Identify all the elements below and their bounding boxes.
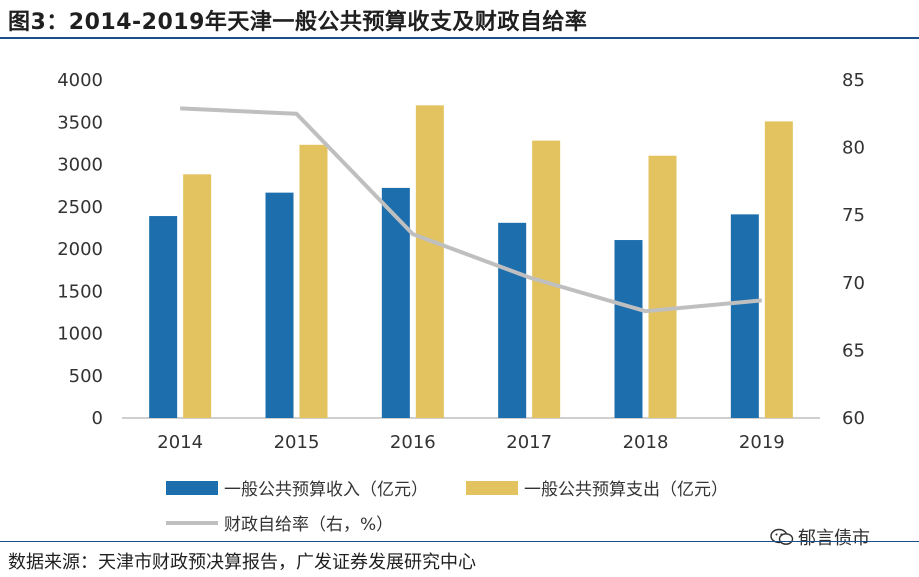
x-axis-ticks: 2014 2015 2016 2017 2018 2019 — [157, 432, 784, 453]
legend-swatch-revenue — [166, 481, 218, 495]
right-tick-label: 75 — [842, 205, 865, 226]
right-tick-label: 70 — [842, 273, 865, 294]
right-tick-label: 65 — [842, 340, 865, 361]
x-tick-label: 2015 — [274, 432, 320, 453]
source-note: 数据来源：天津市财政预决算报告，广发证券发展研究中心 — [8, 552, 476, 573]
bar-expenditure-2018 — [648, 155, 677, 418]
x-tick-label: 2014 — [157, 432, 203, 453]
bar-expenditure-2015 — [299, 144, 328, 418]
ratio-line — [180, 106, 763, 314]
bar-expenditure-2014 — [183, 174, 212, 418]
left-tick-label: 3000 — [57, 155, 103, 176]
legend-label-revenue: 一般公共预算收入（亿元） — [224, 480, 428, 500]
left-tick-label: 1000 — [57, 324, 103, 345]
bar-revenue-2014 — [149, 216, 178, 418]
right-tick-label: 85 — [842, 70, 865, 91]
left-tick-label: 1500 — [57, 281, 103, 302]
ratio-line-group — [180, 106, 763, 314]
x-tick-label: 2016 — [390, 432, 436, 453]
chart: 0 500 1000 1500 2000 2500 3000 3500 4000 60 65 70 7… — [57, 70, 865, 535]
bars — [149, 105, 793, 419]
bar-expenditure-2016 — [415, 105, 444, 418]
x-tick-label: 2019 — [739, 432, 785, 453]
bar-revenue-2015 — [265, 192, 294, 418]
watermark-text: 郁言债市 — [798, 528, 870, 549]
legend-label-expenditure: 一般公共预算支出（亿元） — [524, 480, 728, 500]
left-axis-ticks: 0 500 1000 1500 2000 2500 3000 3500 4000 — [57, 70, 103, 429]
left-tick-label: 3500 — [57, 112, 103, 133]
bar-revenue-2016 — [381, 187, 410, 418]
wechat-icon — [770, 528, 794, 545]
x-tick-label: 2018 — [623, 432, 669, 453]
left-tick-label: 500 — [69, 366, 103, 387]
right-tick-label: 80 — [842, 138, 865, 159]
legend-label-ratio: 财政自给率（右，%） — [224, 515, 393, 535]
left-tick-label: 0 — [92, 408, 103, 429]
bar-revenue-2017 — [498, 222, 527, 418]
x-tick-label: 2017 — [506, 432, 552, 453]
bottom-rule — [0, 541, 919, 542]
left-tick-label: 2500 — [57, 197, 103, 218]
bar-revenue-2018 — [614, 240, 643, 418]
right-tick-label: 60 — [842, 408, 865, 429]
left-tick-label: 4000 — [57, 70, 103, 91]
left-tick-label: 2000 — [57, 239, 103, 260]
figure-header: 图3：2014-2019年天津一般公共预算收支及财政自给率 — [0, 0, 919, 40]
figure-title: 图3：2014-2019年天津一般公共预算收支及财政自给率 — [8, 10, 588, 35]
bar-expenditure-2019 — [764, 121, 793, 418]
legend: 一般公共预算收入（亿元） 一般公共预算支出（亿元） 财政自给率（右，%） — [166, 480, 728, 535]
bar-revenue-2019 — [730, 214, 759, 418]
title-rule — [0, 37, 919, 39]
right-axis-ticks: 60 65 70 75 80 85 — [842, 70, 865, 429]
legend-swatch-expenditure — [466, 481, 518, 495]
watermark: 郁言债市 — [770, 524, 870, 550]
